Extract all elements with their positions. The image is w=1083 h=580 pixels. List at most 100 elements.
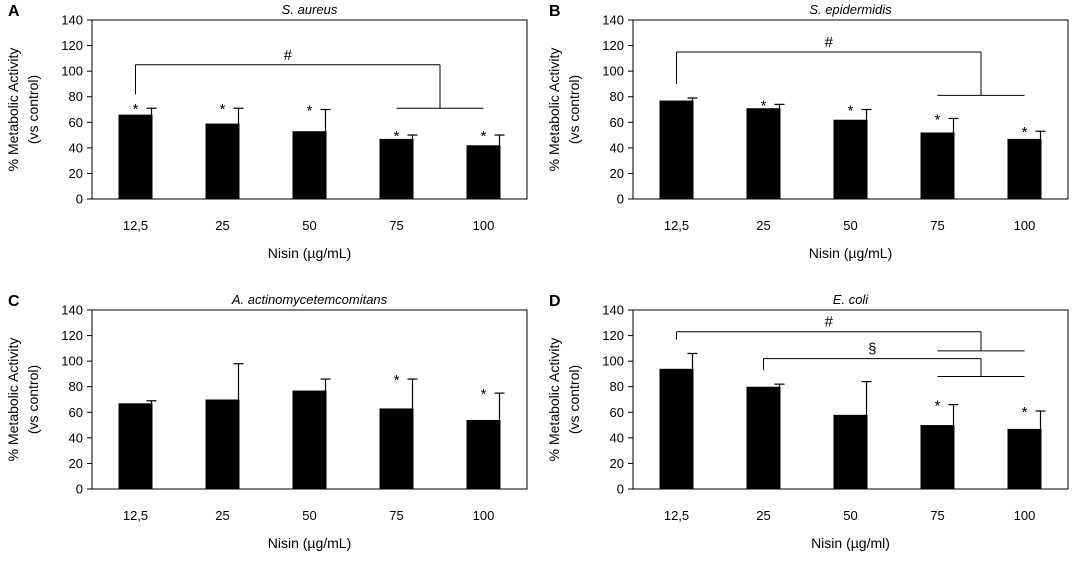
bar [920,132,955,199]
bar [746,108,781,199]
y-tick-label: 0 [617,482,624,497]
y-tick-label: 20 [69,166,83,181]
x-tick-label: 75 [930,508,944,523]
x-tick-label: 100 [473,218,495,233]
significance-star: * [935,398,941,415]
y-tick-label: 20 [610,166,624,181]
y-tick-label: 100 [61,64,83,79]
bar [466,145,501,199]
bar [379,138,414,199]
bracket-symbol: # [825,34,834,51]
bracket-symbol: § [868,341,876,358]
y-tick-label: 140 [61,13,83,28]
bar [379,408,414,489]
significance-star: * [935,111,941,128]
chart-title: S. epidermidis [809,2,892,17]
x-axis-label: Nisin (µg/mL) [268,245,352,261]
y-axis-label-line1: % Metabolic Activity [5,338,21,462]
significance-star: * [1022,124,1028,141]
y-tick-label: 120 [61,38,83,53]
bar [746,386,781,489]
x-tick-label: 75 [389,218,403,233]
y-tick-label: 60 [69,115,83,130]
y-tick-label: 60 [69,405,83,420]
x-axis-ticks: 12,5 25 50 75 100 [123,508,495,523]
significance-star: * [1022,404,1028,421]
y-tick-label: 80 [610,379,624,394]
x-tick-label: 50 [843,218,857,233]
y-tick-label: 100 [602,64,624,79]
chart-panel-a: A S. aureus 0 20 40 60 80 100 120 140 % Metabolic … [0,0,540,290]
bar [292,390,327,489]
bar-series: * * * * * [118,101,505,199]
bar [1007,138,1042,199]
x-tick-label: 75 [389,508,403,523]
x-tick-label: 50 [302,218,316,233]
significance-star: * [307,103,313,120]
bar [118,114,153,199]
significance-star: * [394,372,400,389]
significance-bracket: # [135,47,484,109]
bar [833,414,868,489]
x-tick-label: 25 [756,218,770,233]
bar-series: ** [659,352,1046,489]
y-axis-label-line2: (vs control) [25,365,41,434]
y-tick-label: 0 [617,192,624,207]
y-tick-label: 20 [69,456,83,471]
y-tick-label: 140 [602,13,624,28]
y-axis-ticks: 0 20 40 60 80 100 120 140 [61,13,92,207]
y-tick-label: 80 [69,379,83,394]
significance-bracket: # [676,314,1025,352]
y-tick-label: 140 [602,303,624,318]
y-tick-label: 0 [76,482,83,497]
y-axis-label-line2: (vs control) [25,75,41,144]
y-axis-label-line2: (vs control) [566,365,582,434]
x-tick-label: 100 [1014,218,1036,233]
x-axis-label: Nisin (µg/ml) [811,535,890,551]
x-tick-label: 25 [756,508,770,523]
y-tick-label: 40 [69,140,83,155]
significance-star: * [761,97,767,114]
x-tick-label: 25 [215,218,229,233]
significance-star: * [220,101,226,118]
x-axis-label: Nisin (µg/mL) [268,535,352,551]
y-tick-label: 60 [610,115,624,130]
y-tick-label: 140 [61,303,83,318]
y-tick-label: 100 [602,354,624,369]
y-axis-ticks: 0 20 40 60 80 100 120 140 [602,13,633,207]
y-axis-label-line1: % Metabolic Activity [546,48,562,172]
y-tick-label: 40 [69,430,83,445]
x-tick-label: 12,5 [123,218,148,233]
chart-svg-c: C A. actinomycetemcomitans 0 20 40 60 80 100 120… [5,292,528,551]
x-tick-label: 50 [302,508,316,523]
significance-star: * [481,386,487,403]
x-axis-ticks: 12,5 25 50 75 100 [123,218,495,233]
y-tick-label: 120 [602,328,624,343]
x-tick-label: 75 [930,218,944,233]
chart-svg-d: D E. coli 0 20 40 60 80 100 120 140 % Metabolic Ac… [546,292,1069,551]
y-axis-ticks: 0 20 40 60 80 100 120 140 [61,303,92,497]
y-tick-label: 120 [602,38,624,53]
y-axis-label-line1: % Metabolic Activity [546,338,562,462]
significance-bracket: # [676,34,1025,96]
chart-svg-b: B S. epidermidis 0 20 40 60 80 100 120 140 % Metab… [546,2,1069,261]
y-axis-ticks: 0 20 40 60 80 100 120 140 [602,303,633,497]
x-axis-ticks: 12,5 25 50 75 100 [664,218,1036,233]
y-tick-label: 20 [610,456,624,471]
bar [659,368,694,489]
bar [205,399,240,489]
significance-star: * [394,128,400,145]
x-tick-label: 100 [473,508,495,523]
significance-star: * [481,128,487,145]
chart-title: A. actinomycetemcomitans [231,292,388,307]
significance-star: * [848,103,854,120]
bar [205,123,240,199]
y-tick-label: 100 [61,354,83,369]
x-tick-label: 25 [215,508,229,523]
bar [292,131,327,199]
panel-label: B [549,3,561,20]
panel-label: C [8,293,20,310]
bar [920,425,955,489]
chart-svg-a: A S. aureus 0 20 40 60 80 100 120 140 % Metabolic … [5,2,528,261]
panel-label: A [8,3,20,20]
